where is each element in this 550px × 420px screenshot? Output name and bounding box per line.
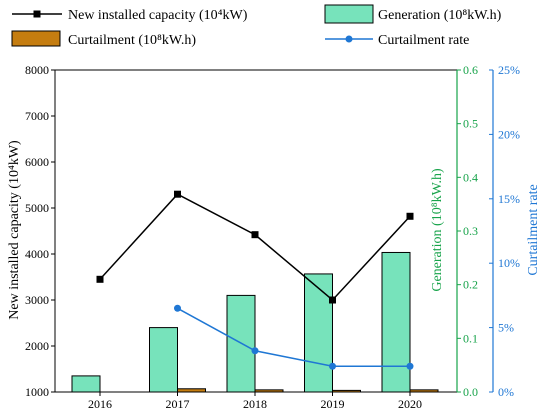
left-axis-title: New installed capacity (10⁴kW) bbox=[7, 140, 22, 320]
generation-tick-label: 0.4 bbox=[463, 170, 478, 184]
generation-bar bbox=[71, 375, 101, 393]
capacity-point bbox=[329, 296, 336, 304]
legend-generation-label: Generation (10⁸kW.h) bbox=[378, 8, 502, 23]
rate-point bbox=[251, 347, 259, 355]
x-tick-label: 2018 bbox=[243, 397, 267, 411]
generation-tick-label: 0.1 bbox=[463, 331, 478, 345]
lines-layer bbox=[96, 190, 414, 370]
generation-axis-title: Generation (10⁸kW.h) bbox=[430, 168, 445, 292]
rate-line bbox=[177, 307, 410, 367]
rate-point bbox=[329, 362, 336, 370]
legend: New installed capacity (10⁴kW) Generation… bbox=[11, 4, 502, 48]
rate-axis-title: Curtailment rate bbox=[526, 184, 541, 275]
rate-tick-label: 20% bbox=[498, 127, 520, 141]
rate-point bbox=[406, 362, 414, 370]
generation-tick-label: 0.2 bbox=[463, 278, 478, 292]
legend-generation-swatch bbox=[324, 4, 374, 24]
left-tick-label: 3000 bbox=[25, 293, 49, 307]
ticks-layer: 1000 2000 3000 4000 5000 6000 7000 8000 0.0 0.1 0.… bbox=[25, 63, 520, 411]
x-tick-label: 2019 bbox=[321, 397, 345, 411]
rate-tick-label: 25% bbox=[498, 63, 520, 77]
generation-tick-label: 0.3 bbox=[463, 224, 478, 238]
capacity-point bbox=[96, 275, 104, 283]
x-tick-label: 2017 bbox=[166, 397, 190, 411]
rate-tick-label: 0% bbox=[498, 385, 514, 399]
left-tick-label: 8000 bbox=[25, 63, 49, 77]
rate-tick-label: 5% bbox=[498, 321, 514, 335]
generation-bar bbox=[304, 273, 333, 393]
legend-capacity-label: New installed capacity (10⁴kW) bbox=[68, 8, 248, 23]
rate-tick-label: 15% bbox=[498, 192, 520, 206]
left-tick-label: 5000 bbox=[25, 201, 49, 215]
generation-tick-label: 0.5 bbox=[463, 117, 478, 131]
x-tick-label: 2016 bbox=[88, 397, 112, 411]
legend-rate-marker bbox=[345, 35, 353, 43]
capacity-point bbox=[406, 212, 414, 220]
generation-tick-label: 0.0 bbox=[463, 385, 478, 399]
legend-rate-label: Curtailment rate bbox=[378, 33, 469, 48]
x-tick-label: 2020 bbox=[398, 397, 422, 411]
legend-curtailment-swatch bbox=[11, 30, 61, 47]
left-tick-label: 1000 bbox=[25, 385, 49, 399]
bars-layer bbox=[71, 251, 439, 393]
axes-layer bbox=[54, 69, 494, 393]
legend-curtailment-label: Curtailment (10⁸kW.h) bbox=[68, 33, 196, 48]
generation-bar bbox=[381, 251, 411, 393]
rate-point bbox=[174, 304, 181, 312]
capacity-point bbox=[251, 231, 259, 239]
left-tick-label: 4000 bbox=[25, 247, 49, 261]
rate-tick-label: 10% bbox=[498, 256, 520, 270]
left-tick-label: 7000 bbox=[25, 109, 49, 123]
left-tick-label: 6000 bbox=[25, 155, 49, 169]
capacity-line bbox=[99, 193, 411, 302]
capacity-point bbox=[174, 190, 181, 198]
legend-capacity-marker bbox=[33, 10, 41, 18]
left-tick-label: 2000 bbox=[25, 339, 49, 353]
generation-bar bbox=[149, 327, 178, 393]
generation-tick-label: 0.6 bbox=[463, 63, 478, 77]
